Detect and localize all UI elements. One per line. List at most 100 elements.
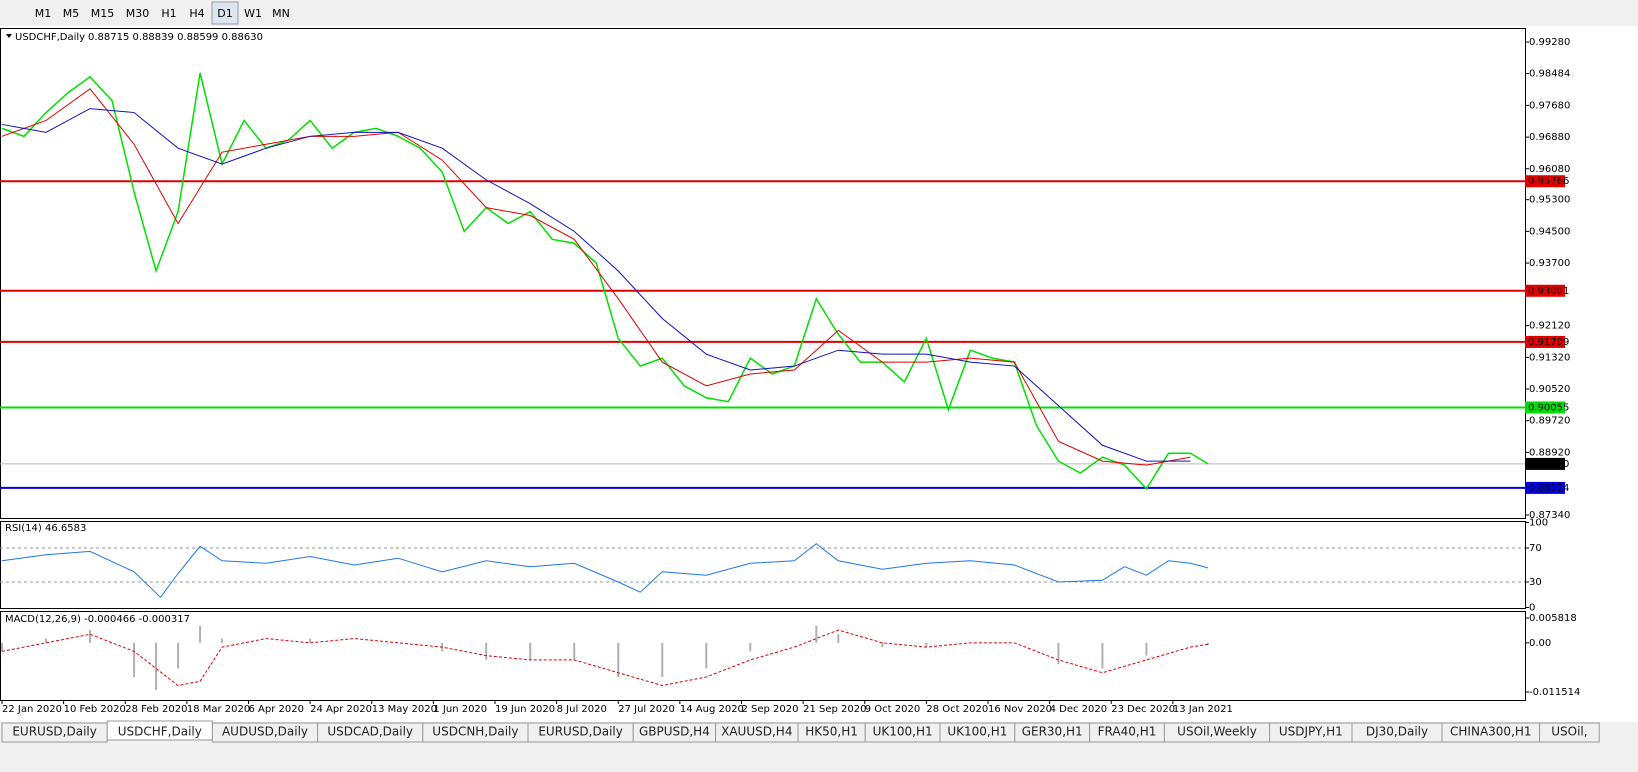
macd-bar [815,625,818,643]
x-tick-label: 2 Sep 2020 [741,704,798,715]
x-tick-label: 24 Apr 2020 [310,704,372,715]
current-price-label: 0.88630 [1528,459,1569,470]
chart-tab-label: GBPUSD,H4 [639,725,710,739]
macd-bar [1057,642,1060,665]
chart-tab-label: EURUSD,Daily [538,725,623,739]
x-tick-label: 8 Jul 2020 [557,704,607,715]
y-tick-label: 0.97680 [1529,100,1570,111]
main-pane [0,28,1526,519]
signal-line [1,629,1209,687]
x-tick-label: 28 Feb 2020 [125,704,187,715]
level-label: 0.90055 [1528,402,1569,413]
y-tick-label: 0.005818 [1529,613,1577,624]
chart-tab-label: USDCAD,Daily [327,725,413,739]
macd-bar [661,642,664,677]
macd-bar [837,634,840,643]
chart-tab[interactable] [1539,722,1600,743]
chart-tab-label: HK50,H1 [805,725,858,739]
moving-average [1,108,1191,462]
timeframe-button[interactable] [86,2,119,24]
x-tick-label: 9 Oct 2020 [865,704,920,715]
y-tick-label: 0.00 [1529,638,1551,649]
level-label-bg [1525,401,1565,414]
y-tick-label: 0.94500 [1529,226,1570,237]
x-tick-label: 13 May 2020 [372,704,437,715]
chart-tab-label: USDCHF,Daily [118,725,202,739]
macd-bar [485,642,488,660]
macd-title: MACD(12,26,9) -0.000466 -0.000317 [5,614,190,625]
chart-area [0,26,1638,722]
y-tick-label: 0.98484 [1529,69,1570,80]
timeframe-label: W1 [244,7,262,20]
chart-tab-label: UK100,H1 [873,725,933,739]
macd-bar [1207,642,1210,645]
level-label-bg [1525,335,1565,348]
y-tick-label: 0.96080 [1529,164,1570,175]
chart-tab-label: USOil, [1551,725,1587,739]
chart-tab-label: USOil,Weekly [1177,725,1257,739]
x-tick-label: 4 Dec 2020 [1050,704,1108,715]
timeframe-button[interactable] [240,2,266,24]
x-tick-label: 21 Sep 2020 [803,704,866,715]
macd-bar [133,642,136,677]
macd-bar [309,638,312,643]
timeframe-button[interactable] [268,2,294,24]
macd-bar [529,642,532,660]
macd-pane [0,611,1526,701]
macd-bar [1101,642,1104,669]
level-label: 0.88024 [1528,483,1569,494]
rsi-line [1,543,1209,599]
timeframe-label: M15 [91,7,115,20]
current-price-bg [1525,457,1565,470]
timeframe-label: H4 [189,7,204,20]
y-tick-label: 0.91320 [1529,352,1570,363]
rsi-title: RSI(14) 46.6583 [5,523,86,534]
x-tick-label: 6 Apr 2020 [248,704,303,715]
x-tick-label: 18 Mar 2020 [187,704,250,715]
macd-bar [573,642,576,660]
y-tick-label: 0 [1529,603,1535,614]
timeframe-button[interactable] [30,2,56,24]
timeframe-button[interactable] [121,2,154,24]
macd-bar [45,638,48,643]
timeframe-button[interactable] [184,2,210,24]
timeframe-button[interactable] [211,1,239,25]
level-label: 0.95766 [1528,176,1569,187]
x-tick-label: 1 Jun 2020 [433,704,487,715]
x-tick-label: 13 Jan 2021 [1173,704,1233,715]
macd-bar [617,642,620,677]
macd-bar [1,642,3,652]
level-label-bg [1525,284,1565,297]
chart-tab-label: USDCNH,Daily [432,725,518,739]
moving-average [1,88,1191,466]
y-tick-label: 0.95300 [1529,195,1570,206]
timeframe-label: M30 [126,7,150,20]
chart-tab-label: GER30,H1 [1022,725,1083,739]
macd-bar [177,642,180,669]
chart-tab-label: USDJPY,H1 [1279,725,1343,739]
timeframe-label: M5 [63,7,80,20]
timeframe-button[interactable] [156,2,182,24]
macd-bar [155,642,158,690]
timeframe-button[interactable] [58,2,84,24]
chart-tab-label: CHINA300,H1 [1450,725,1532,739]
symbol-title: USDCHF,Daily [15,32,85,43]
y-tick-label: 0.93700 [1529,258,1570,269]
macd-bar [221,638,224,643]
chart-tab-label: EURUSD,Daily [12,725,97,739]
level-label-bg [1525,175,1565,188]
chart-tab-label: AUDUSD,Daily [222,725,308,739]
y-tick-label: 0.88920 [1529,447,1570,458]
macd-bar [1145,642,1148,656]
macd-bar [705,642,708,669]
x-tick-label: 19 Jun 2020 [495,704,555,715]
level-label-bg [1525,481,1565,494]
x-tick-label: 10 Feb 2020 [64,704,126,715]
timeframe-label: H1 [161,7,176,20]
y-tick-label: 30 [1529,577,1542,588]
timeframe-label: D1 [217,7,232,20]
level-label: 0.93001 [1528,286,1569,297]
macd-bar [881,642,884,648]
ohlc-values: 0.88715 0.88839 0.88599 0.88630 [88,32,263,43]
